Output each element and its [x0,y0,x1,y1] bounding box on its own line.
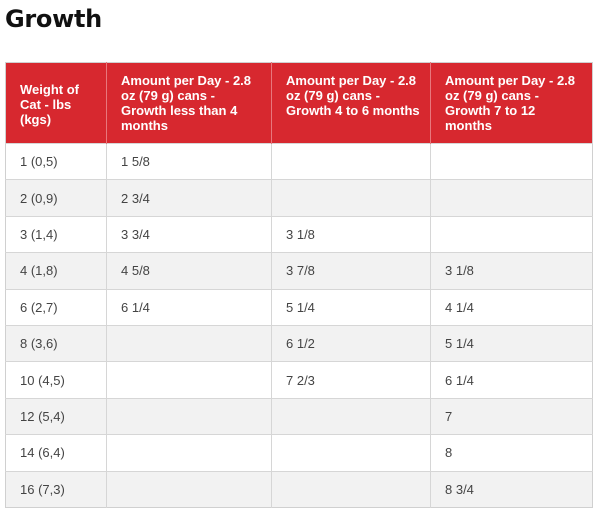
header-weight: Weight of Cat - lbs (kgs) [5,62,107,144]
table-row: 12 (5,4) 7 [5,397,593,435]
cell-growth-4-to-6-months [271,434,431,472]
header-growth-under-4-months: Amount per Day - 2.8 oz (79 g) cans - Gr… [106,62,272,144]
table-row: 3 (1,4) 3 3/4 3 1/8 [5,215,593,253]
cell-growth-under-4-months: 1 5/8 [106,142,272,180]
feeding-table: Weight of Cat - lbs (kgs) Amount per Day… [5,62,593,508]
cell-growth-4-to-6-months: 6 1/2 [271,324,431,362]
cell-weight: 1 (0,5) [5,142,107,180]
cell-growth-7-to-12-months: 8 [430,434,593,472]
cell-growth-4-to-6-months [271,179,431,217]
cell-growth-under-4-months: 4 5/8 [106,252,272,290]
header-row: Weight of Cat - lbs (kgs) Amount per Day… [5,62,593,144]
table-row: 16 (7,3) 8 3/4 [5,470,593,508]
cell-growth-7-to-12-months: 6 1/4 [430,361,593,399]
cell-growth-7-to-12-months: 8 3/4 [430,470,593,508]
cell-growth-4-to-6-months: 3 1/8 [271,215,431,253]
header-growth-4-to-6-months: Amount per Day - 2.8 oz (79 g) cans - Gr… [271,62,431,144]
table-row: 8 (3,6) 6 1/2 5 1/4 [5,324,593,362]
cell-weight: 6 (2,7) [5,288,107,326]
cell-growth-under-4-months [106,361,272,399]
cell-growth-under-4-months: 3 3/4 [106,215,272,253]
cell-growth-4-to-6-months [271,142,431,180]
table-header: Weight of Cat - lbs (kgs) Amount per Day… [5,62,593,144]
cell-growth-4-to-6-months [271,470,431,508]
cell-weight: 3 (1,4) [5,215,107,253]
cell-growth-4-to-6-months: 7 2/3 [271,361,431,399]
cell-growth-under-4-months [106,324,272,362]
cell-weight: 8 (3,6) [5,324,107,362]
cell-growth-4-to-6-months: 5 1/4 [271,288,431,326]
table-row: 14 (6,4) 8 [5,434,593,472]
cell-weight: 10 (4,5) [5,361,107,399]
cell-weight: 4 (1,8) [5,252,107,290]
table-row: 10 (4,5) 7 2/3 6 1/4 [5,361,593,399]
cell-growth-7-to-12-months [430,142,593,180]
cell-weight: 14 (6,4) [5,434,107,472]
cell-weight: 12 (5,4) [5,397,107,435]
table-row: 1 (0,5) 1 5/8 [5,142,593,180]
cell-weight: 16 (7,3) [5,470,107,508]
cell-growth-7-to-12-months: 7 [430,397,593,435]
table-row: 6 (2,7) 6 1/4 5 1/4 4 1/4 [5,288,593,326]
cell-growth-7-to-12-months: 3 1/8 [430,252,593,290]
page-title: Growth [5,5,102,33]
table-body: 1 (0,5) 1 5/8 2 (0,9) 2 3/4 3 (1,4) 3 3/… [5,142,593,508]
cell-growth-7-to-12-months: 5 1/4 [430,324,593,362]
header-growth-7-to-12-months: Amount per Day - 2.8 oz (79 g) cans - Gr… [430,62,593,144]
cell-growth-7-to-12-months: 4 1/4 [430,288,593,326]
cell-growth-7-to-12-months [430,179,593,217]
cell-growth-7-to-12-months [430,215,593,253]
table-row: 2 (0,9) 2 3/4 [5,179,593,217]
cell-growth-under-4-months [106,434,272,472]
cell-growth-under-4-months [106,397,272,435]
cell-growth-under-4-months: 2 3/4 [106,179,272,217]
cell-weight: 2 (0,9) [5,179,107,217]
cell-growth-4-to-6-months [271,397,431,435]
cell-growth-under-4-months: 6 1/4 [106,288,272,326]
table-row: 4 (1,8) 4 5/8 3 7/8 3 1/8 [5,252,593,290]
cell-growth-under-4-months [106,470,272,508]
cell-growth-4-to-6-months: 3 7/8 [271,252,431,290]
